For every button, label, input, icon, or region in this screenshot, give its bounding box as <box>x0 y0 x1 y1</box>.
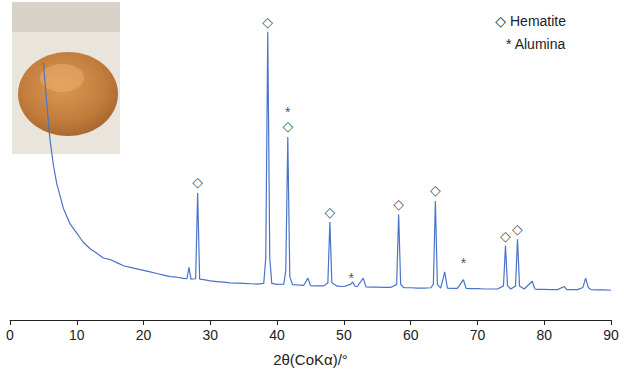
svg-text:◇: ◇ <box>430 182 441 198</box>
svg-text:30: 30 <box>203 327 219 343</box>
svg-text:◇: ◇ <box>512 221 523 237</box>
svg-text:◇: ◇ <box>500 228 511 244</box>
svg-text:40: 40 <box>269 327 285 343</box>
svg-text:* Alumina: * Alumina <box>506 36 565 52</box>
svg-text:0: 0 <box>6 327 14 343</box>
svg-text:◇: ◇ <box>282 118 293 134</box>
svg-text:90: 90 <box>603 327 619 343</box>
svg-text:◇: ◇ <box>262 14 273 30</box>
svg-text:2θ(CoKα)/°: 2θ(CoKα)/° <box>273 351 348 368</box>
svg-text:*: * <box>285 104 291 120</box>
svg-text:◇: ◇ <box>192 174 203 190</box>
svg-text:*: * <box>461 255 467 271</box>
svg-text:70: 70 <box>470 327 486 343</box>
svg-text:80: 80 <box>536 327 552 343</box>
svg-text:20: 20 <box>136 327 152 343</box>
svg-text:10: 10 <box>69 327 85 343</box>
svg-text:60: 60 <box>403 327 419 343</box>
svg-text:◇ Hematite: ◇ Hematite <box>495 13 566 29</box>
svg-text:◇: ◇ <box>324 204 335 220</box>
svg-text:◇: ◇ <box>393 196 404 212</box>
svg-text:50: 50 <box>336 327 352 343</box>
